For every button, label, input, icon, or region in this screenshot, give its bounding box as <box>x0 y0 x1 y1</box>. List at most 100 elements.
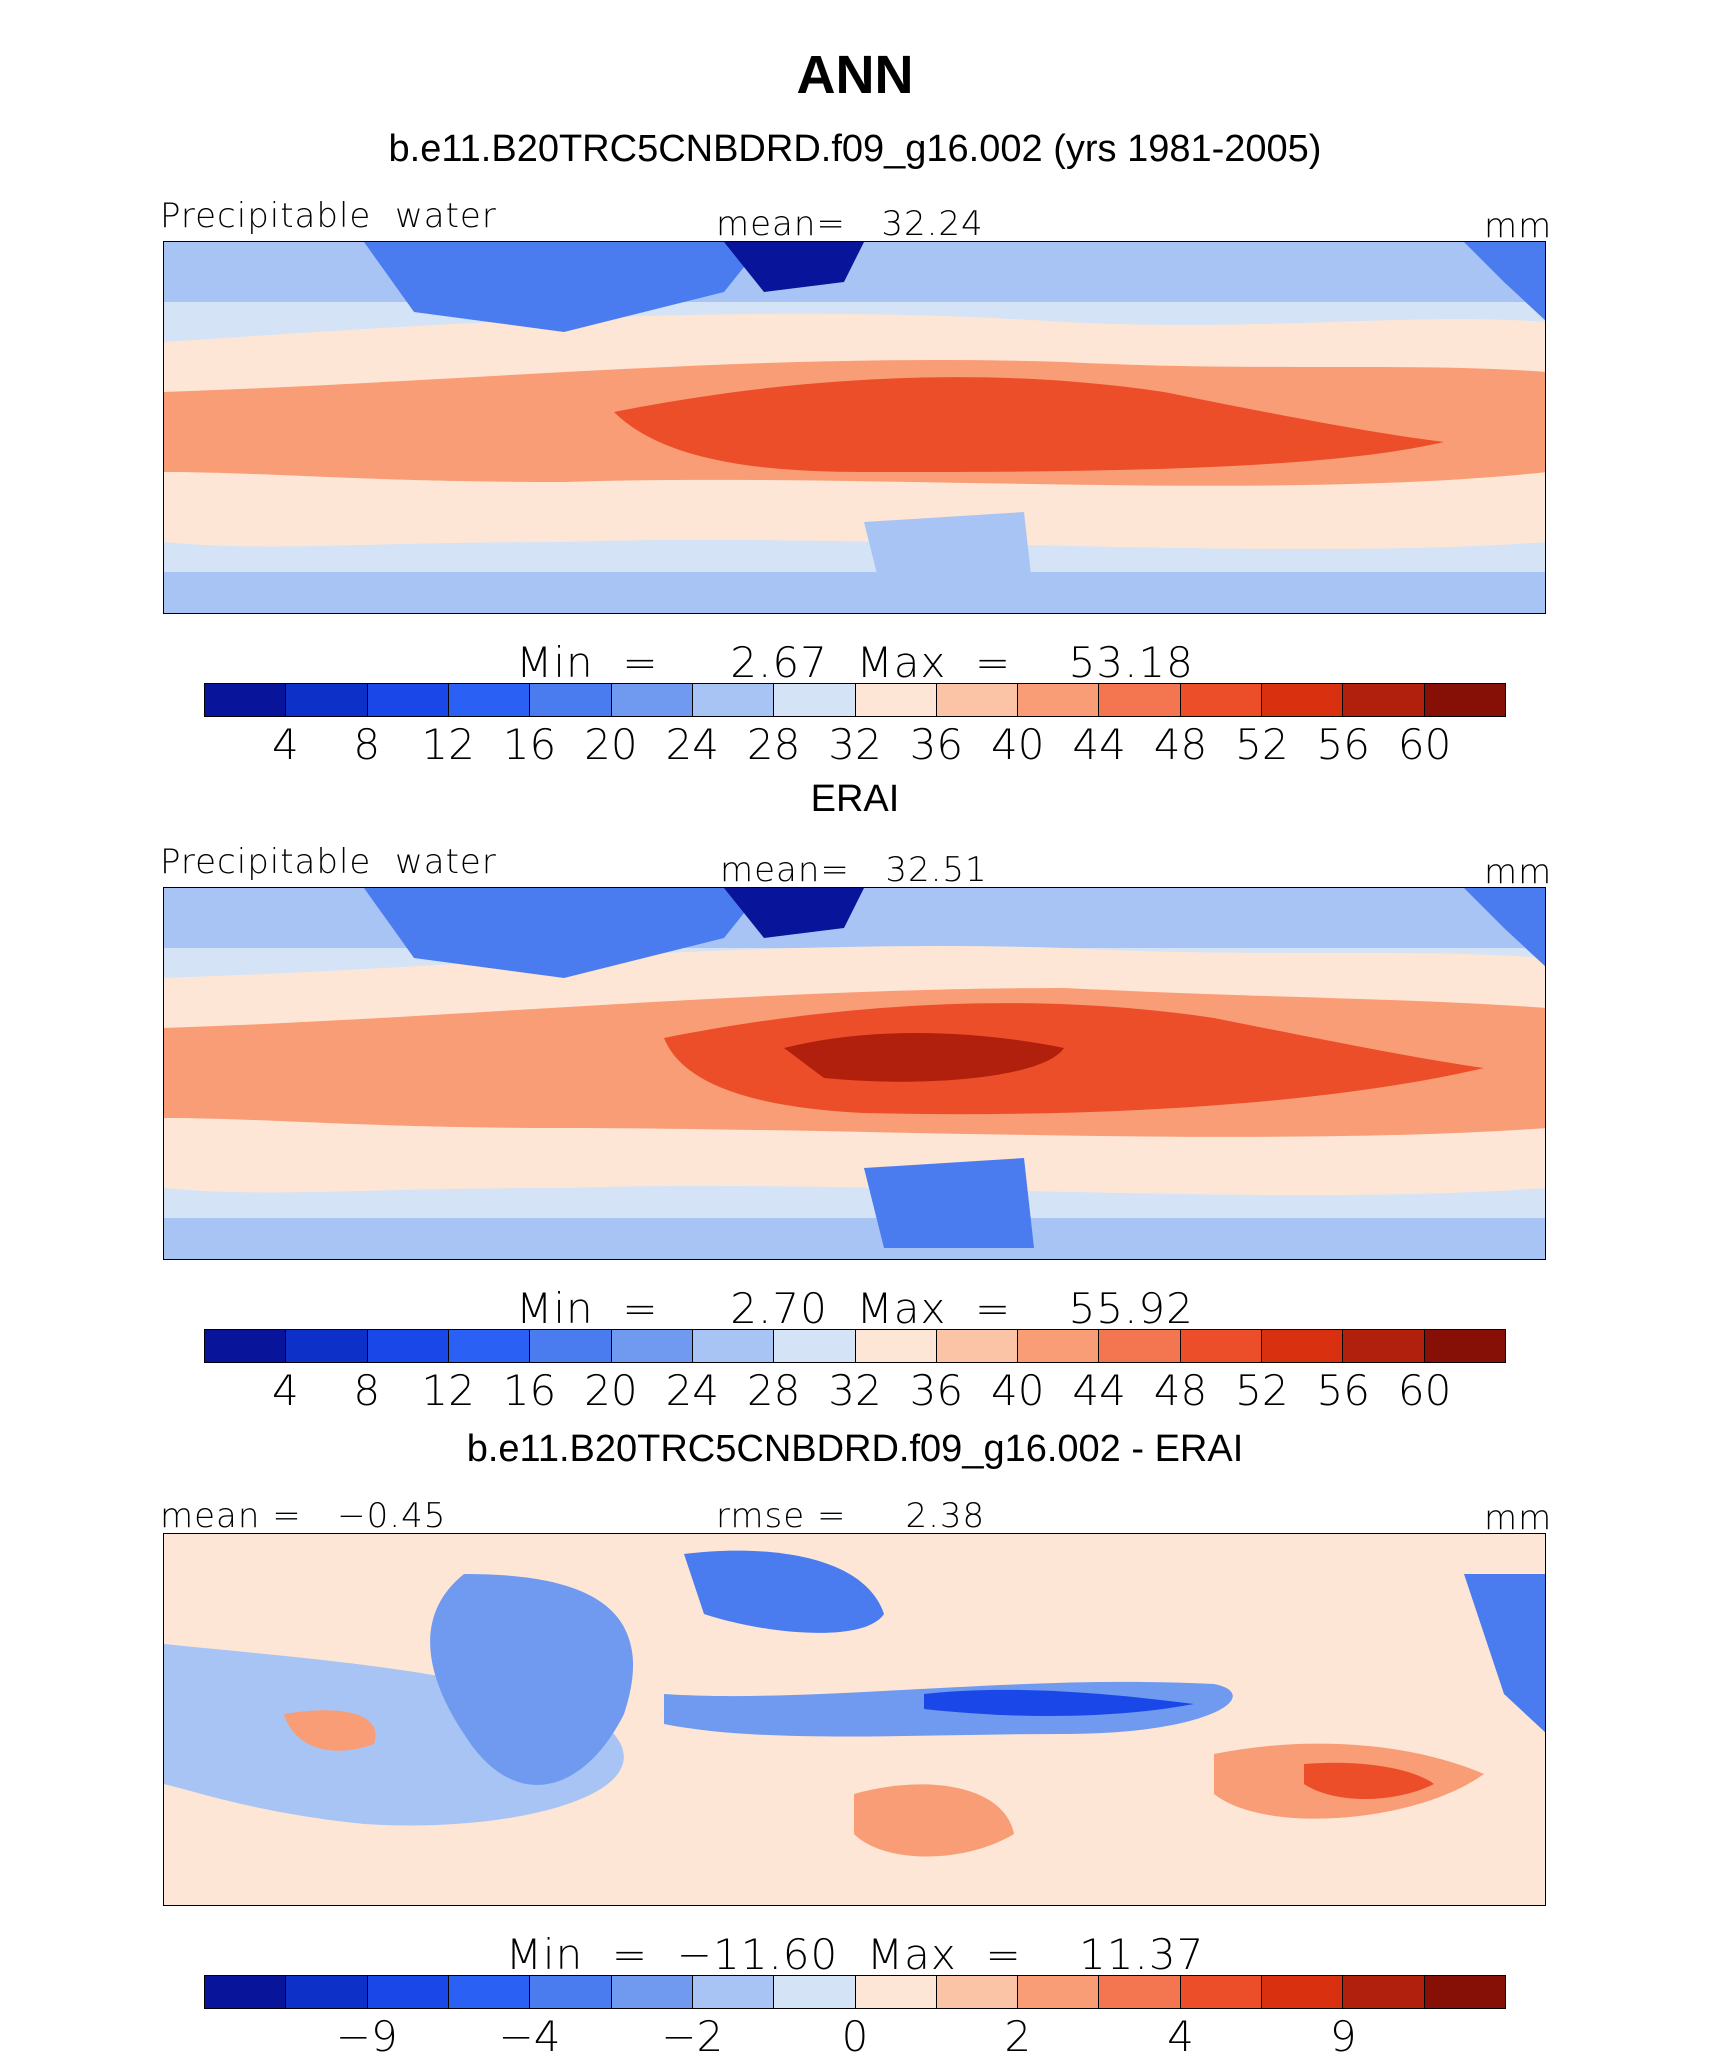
colorbar-segment <box>774 1330 856 1362</box>
colorbar-segment <box>448 684 531 716</box>
colorbar-tick-label: 56 <box>1316 720 1370 769</box>
colorbar-tick-label: 8 <box>353 1366 381 1415</box>
panel-3-unit-label: mm <box>1484 1498 1553 1538</box>
colorbar-segment <box>1018 1330 1100 1362</box>
panel-1-mean-label: mean= 32.24 <box>716 204 984 244</box>
colorbar-tick-label: 16 <box>502 720 557 769</box>
colorbar-segment <box>1343 684 1425 716</box>
colorbar-segment <box>774 684 856 716</box>
colorbar-tick-label: 9 <box>1329 2012 1357 2061</box>
panel-2-mean-label: mean= 32.51 <box>720 850 988 890</box>
colorbar-segment <box>936 1976 1019 2008</box>
colorbar-segment <box>367 1330 449 1362</box>
colorbar-segment <box>205 1976 287 2008</box>
panel-1-map-field <box>164 242 1545 613</box>
colorbar-tick-label: 36 <box>909 1366 964 1415</box>
colorbar-tick-label: 4 <box>272 720 299 769</box>
colorbar-segment <box>1262 1330 1344 1362</box>
colorbar-segment <box>1099 684 1181 716</box>
colorbar-segment <box>855 1330 937 1362</box>
colorbar-tick-label: 48 <box>1153 720 1208 769</box>
colorbar-segment <box>611 684 693 716</box>
colorbar-segment <box>1424 1330 1505 1362</box>
colorbar-tick-label: 56 <box>1316 1366 1370 1415</box>
colorbar-tick-label: 12 <box>421 720 475 769</box>
panel-3-min-max: Min = −11.60 Max = 11.37 <box>505 1930 1205 1979</box>
panel-1-title: b.e11.B20TRC5CNBDRD.f09_g16.002 (yrs 198… <box>388 128 1322 170</box>
colorbar-segment <box>530 1330 612 1362</box>
colorbar-tick-label: 60 <box>1397 1366 1452 1415</box>
colorbar-tick-label: −4 <box>498 2012 561 2061</box>
colorbar-tick-label: 2 <box>1004 2012 1032 2061</box>
colorbar-tick-label: 24 <box>665 720 719 769</box>
colorbar-segment <box>692 684 775 716</box>
colorbar-tick-label: 12 <box>421 1366 475 1415</box>
colorbar-segment <box>530 1976 612 2008</box>
panel-3-mean-label: mean = −0.45 <box>160 1496 447 1536</box>
colorbar-segment <box>205 684 287 716</box>
colorbar-tick-label: 32 <box>828 1366 882 1415</box>
panel-2-variable-label: Precipitable water <box>160 842 497 882</box>
colorbar-tick-label: 52 <box>1235 720 1289 769</box>
colorbar-tick-label: 40 <box>991 1366 1045 1415</box>
colorbar-segment <box>530 684 612 716</box>
colorbar-segment <box>936 1330 1019 1362</box>
colorbar-tick-label: 4 <box>1167 2012 1194 2061</box>
colorbar-segment <box>286 1330 368 1362</box>
panel-3-map-field <box>164 1534 1545 1905</box>
colorbar-segment <box>1099 1330 1181 1362</box>
colorbar-tick-label: 60 <box>1397 720 1452 769</box>
panel-2-map <box>163 887 1546 1260</box>
colorbar-tick-label: 16 <box>502 1366 557 1415</box>
colorbar-tick-label: 0 <box>841 2012 869 2061</box>
panel-2-colorbar <box>204 1329 1506 1363</box>
colorbar-segment <box>936 684 1019 716</box>
colorbar-segment <box>1018 1976 1100 2008</box>
colorbar-tick-label: 40 <box>991 720 1045 769</box>
panel-2-title: ERAI <box>810 778 900 820</box>
colorbar-segment <box>1180 684 1263 716</box>
colorbar-tick-label: 28 <box>746 720 801 769</box>
colorbar-tick-label: −2 <box>661 2012 724 2061</box>
colorbar-segment <box>448 1976 531 2008</box>
panel-2-min-max: Min = 2.70 Max = 55.92 <box>516 1284 1194 1333</box>
colorbar-segment <box>1424 1976 1505 2008</box>
colorbar-tick-label: 20 <box>584 720 638 769</box>
colorbar-segment <box>1180 1976 1263 2008</box>
colorbar-segment <box>1180 1330 1263 1362</box>
colorbar-segment <box>1343 1330 1425 1362</box>
panel-3-map <box>163 1533 1546 1906</box>
main-title: ANN <box>796 45 914 105</box>
colorbar-tick-label: 8 <box>353 720 381 769</box>
panel-2-unit-label: mm <box>1484 852 1553 892</box>
colorbar-tick-label: 48 <box>1153 1366 1208 1415</box>
panel-3-rmse-label: rmse = 2.38 <box>716 1496 986 1536</box>
panel-1-unit-label: mm <box>1484 206 1553 246</box>
colorbar-tick-label: 52 <box>1235 1366 1289 1415</box>
panel-1-colorbar <box>204 683 1506 717</box>
colorbar-segment <box>286 684 368 716</box>
panel-3-title: b.e11.B20TRC5CNBDRD.f09_g16.002 - ERAI <box>466 1428 1244 1470</box>
panel-1-min-max: Min = 2.67 Max = 53.18 <box>516 638 1194 687</box>
panel-3-colorbar-ticks: −9 −4 −2 0 2 4 9 <box>204 2012 1506 2062</box>
colorbar-segment <box>611 1976 693 2008</box>
colorbar-tick-label: 44 <box>1072 1366 1126 1415</box>
panel-1-variable-label: Precipitable water <box>160 196 497 236</box>
panel-1-colorbar-ticks: 4 8 12 16 20 24 28 32 36 40 44 48 52 56 60 <box>204 720 1506 770</box>
colorbar-segment <box>1262 1976 1344 2008</box>
colorbar-tick-label: −9 <box>335 2012 398 2061</box>
colorbar-segment <box>367 1976 449 2008</box>
colorbar-segment <box>611 1330 693 1362</box>
colorbar-segment <box>1018 684 1100 716</box>
colorbar-segment <box>1424 684 1505 716</box>
colorbar-segment <box>205 1330 287 1362</box>
colorbar-segment <box>692 1330 775 1362</box>
colorbar-tick-label: 28 <box>746 1366 801 1415</box>
colorbar-tick-label: 44 <box>1072 720 1126 769</box>
colorbar-segment <box>367 684 449 716</box>
colorbar-segment <box>774 1976 856 2008</box>
colorbar-segment <box>1262 684 1344 716</box>
colorbar-tick-label: 36 <box>909 720 964 769</box>
panel-2-map-field <box>164 888 1545 1259</box>
colorbar-segment <box>692 1976 775 2008</box>
